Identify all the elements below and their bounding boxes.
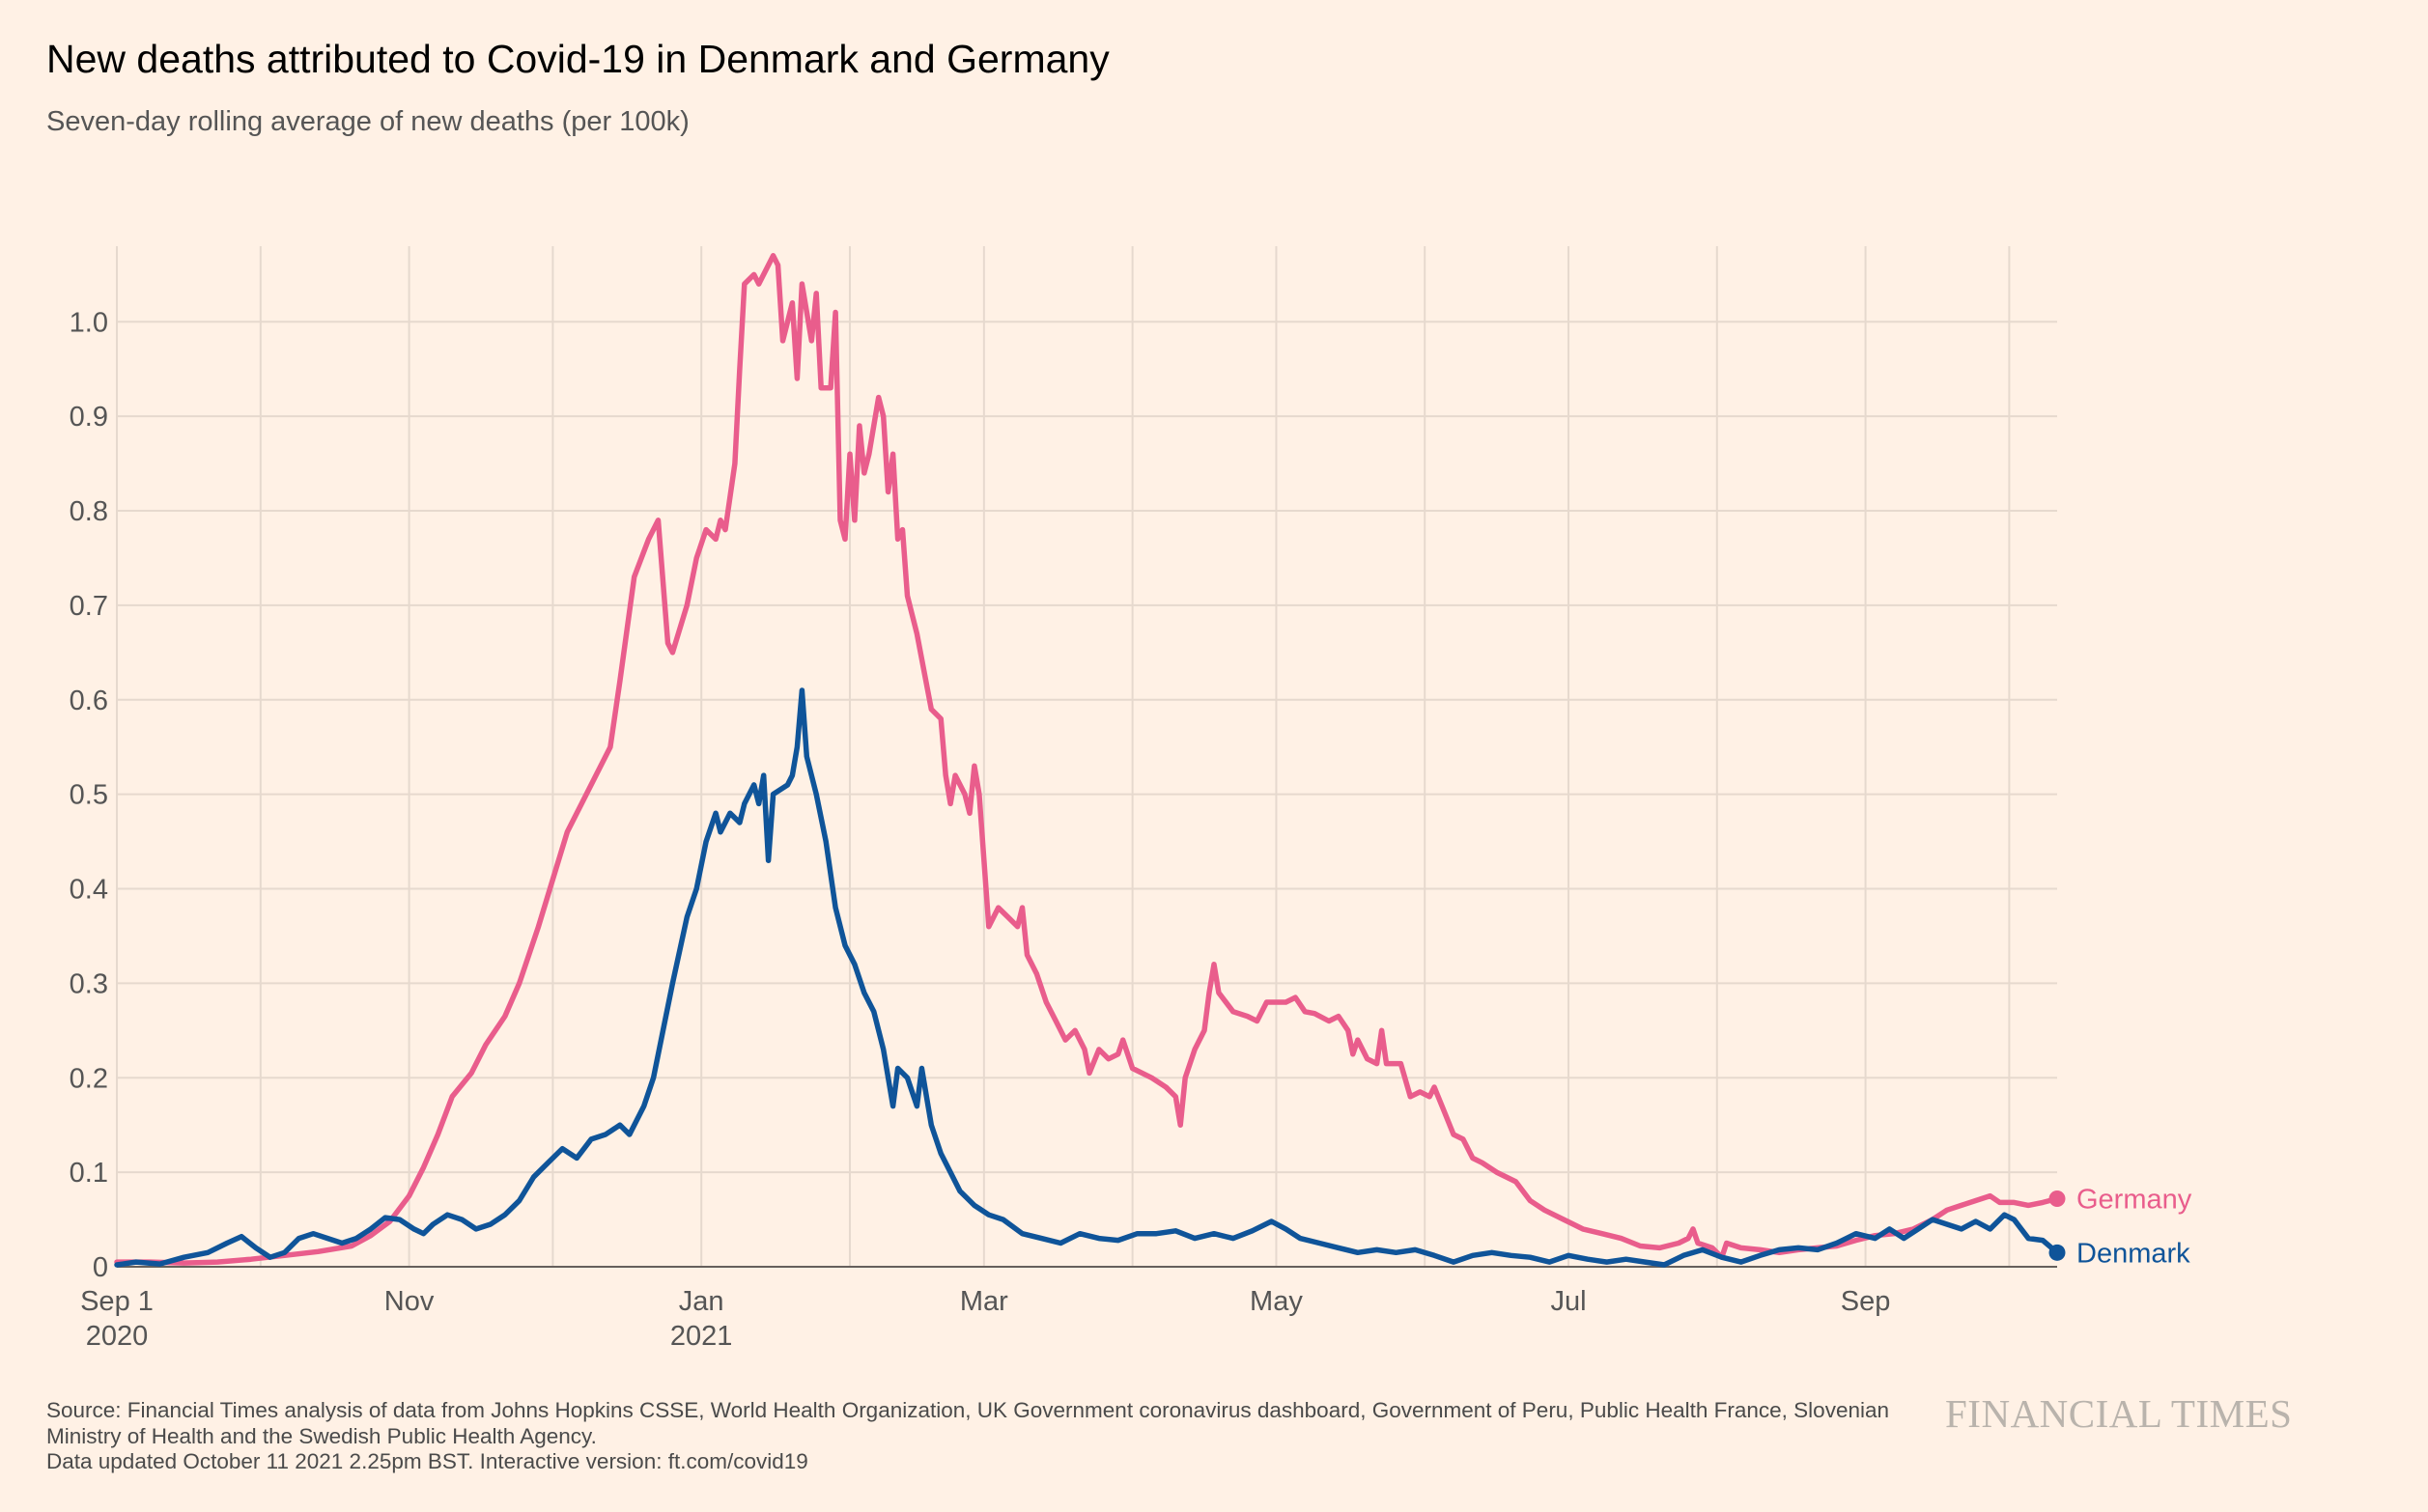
series-label-denmark: Denmark xyxy=(2076,1238,2190,1269)
x-tick-label: Jul xyxy=(1550,1286,1586,1317)
ft-logo: FINANCIAL TIMES xyxy=(1945,1391,2293,1436)
x-tick-label: Sep xyxy=(1841,1286,1891,1317)
y-tick-label: 1.0 xyxy=(70,307,108,338)
series-line-germany xyxy=(114,253,2060,1266)
x-tick-sublabel: 2020 xyxy=(86,1321,149,1352)
y-tick-label: 0.3 xyxy=(70,968,108,999)
y-tick-label: 0.4 xyxy=(70,875,108,906)
series-lines xyxy=(114,253,2066,1268)
y-tick-label: 0.2 xyxy=(70,1063,108,1094)
x-tick-sublabel: 2021 xyxy=(670,1321,733,1352)
x-tick-label: Jan xyxy=(679,1286,724,1317)
update-text: Data updated October 11 2021 2.25pm BST.… xyxy=(46,1449,808,1473)
y-tick-label: 0.8 xyxy=(70,496,108,527)
source-note: Source: Financial Times analysis of data… xyxy=(46,1398,1939,1475)
x-tick-label: Nov xyxy=(384,1286,435,1317)
chart-subtitle: Seven-day rolling average of new deaths … xyxy=(46,106,690,137)
source-text: Source: Financial Times analysis of data… xyxy=(46,1398,1889,1448)
x-tick-label: May xyxy=(1250,1286,1303,1317)
y-tick-label: 0.1 xyxy=(70,1158,108,1189)
series-end-marker-germany xyxy=(2048,1190,2066,1208)
series-end-marker-denmark xyxy=(2048,1244,2066,1261)
gridlines xyxy=(116,246,2057,1267)
x-tick-label: Sep 1 xyxy=(80,1286,154,1317)
y-tick-label: 0.7 xyxy=(70,591,108,622)
line-chart: 0 0.1 0.2 0.3 0.4 0.5 0.6 0.7 0.8 0.9 1.0 Sep 1 2020… xyxy=(70,246,2192,1352)
y-tick-label: 0.9 xyxy=(70,402,108,433)
axes: 0 0.1 0.2 0.3 0.4 0.5 0.6 0.7 0.8 0.9 1.0 Sep 1 2020… xyxy=(70,307,2057,1352)
series-label-germany: Germany xyxy=(2076,1185,2192,1216)
series-line-denmark xyxy=(114,687,2060,1268)
y-tick-label: 0.5 xyxy=(70,780,108,811)
y-tick-label: 0.6 xyxy=(70,686,108,716)
y-tick-label: 0 xyxy=(93,1252,108,1283)
x-tick-label: Mar xyxy=(960,1286,1008,1317)
series-labels: Germany Denmark xyxy=(2076,1185,2192,1270)
chart-title: New deaths attributed to Covid-19 in Den… xyxy=(46,37,1110,81)
